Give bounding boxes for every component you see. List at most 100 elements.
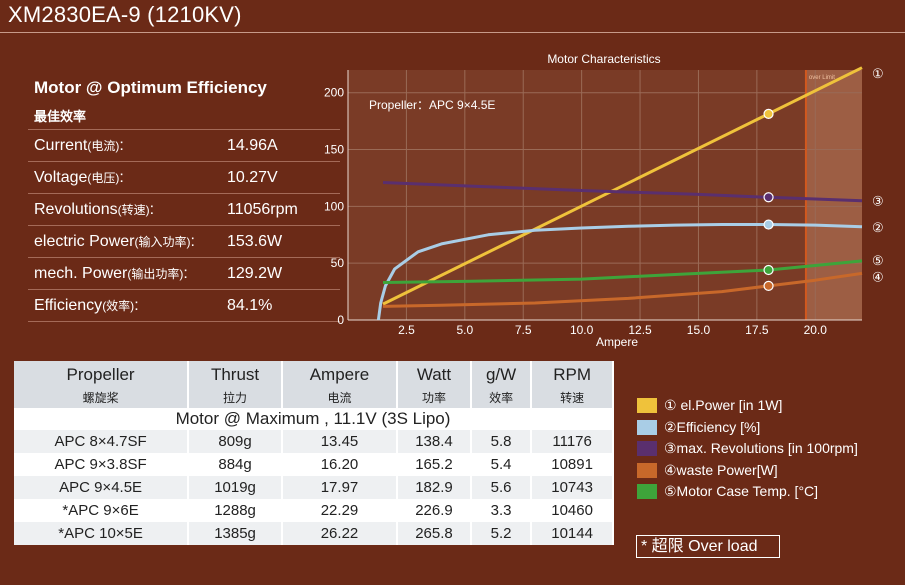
series-end-label-waste: ④ [872,269,884,284]
series-point-revolutions [763,192,774,203]
legend-label: ⑤Motor Case Temp. [°C] [664,483,819,500]
row-label: Voltage(电压): [34,168,124,186]
row-label: Efficiency(效率): [34,296,139,314]
row-value: 84.1% [227,296,273,314]
x-axis-label: Ampere [596,335,638,349]
cell: 10891 [531,453,614,476]
legend-label: ②Efficiency [%] [664,418,761,435]
legend-label: ③max. Revolutions [in 100rpm] [664,440,858,457]
cell: 1288g [188,499,283,522]
x-tick-label: 7.5 [515,323,532,337]
series-end-label-temp: ⑤ [872,253,884,268]
x-tick-label: 2.5 [398,323,415,337]
y-tick-label: 100 [324,199,344,213]
legend-item-power: ① el.Power [in 1W] [637,395,858,417]
row-value: 10.27V [227,168,278,186]
efficiency-row-current: Current(电流): 14.96A [28,129,340,161]
table-row: *APC 10×5E 1385g 26.22 265.8 5.2 10144 [14,522,614,545]
x-tick-label: 12.5 [628,323,652,337]
cell: 884g [188,453,283,476]
propeller-annotation: Propeller：APC 9×4.5E [369,98,495,112]
row-value: 11056rpm [227,200,298,218]
efficiency-heading-cn: 最佳效率 [34,109,87,124]
cell: 11176 [531,430,614,453]
legend-item-revolutions: ③max. Revolutions [in 100rpm] [637,438,858,460]
over-limit-zone [805,70,862,320]
series-end-label-revolutions: ③ [872,194,884,209]
y-tick-label: 150 [324,143,344,157]
series-point-waste [763,280,774,292]
efficiency-row-electric-power: electric Power(输入功率): 153.6W [28,225,340,257]
series-line-temp [382,259,863,284]
series-line-power [382,66,863,306]
col-propeller: Propeller 螺旋桨 [14,361,190,408]
cell: *APC 10×5E [14,522,190,545]
series-line-revolutions [382,181,863,203]
y-tick-label: 0 [337,313,344,327]
cell: 265.8 [397,522,472,545]
series-line-waste [382,271,863,308]
series-end-label-efficiency: ② [872,220,884,235]
table-subtitle-row: Motor @ Maximum , 11.1V (3S Lipo) [14,408,614,430]
cell: APC 8×4.7SF [14,430,190,453]
series-line-efficiency [376,223,863,321]
x-tick-label: 15.0 [687,323,711,337]
cell: 26.22 [281,522,399,545]
cell: APC 9×4.5E [14,476,190,499]
cell: 10144 [531,522,614,545]
row-label: mech. Power(输出功率): [34,264,188,282]
series-point-efficiency [763,219,774,230]
axes: 2.5 5.0 7.5 10.0 12.5 15.0 17.5 20.0 0 50 100 150 20… [324,70,862,337]
chart-title: Motor Characteristics [547,52,660,66]
cell: 138.4 [397,430,472,453]
table-row: *APC 9×6E 1288g 22.29 226.9 3.3 10460 [14,499,614,522]
legend-item-waste-power: ④waste Power[W] [637,460,858,482]
legend-swatch [637,398,657,414]
propeller-table: Propeller 螺旋桨 Thrust 拉力 Ampere 电流 Watt 功率 g/… [14,361,614,545]
cell: 10460 [531,499,614,522]
efficiency-row-efficiency: Efficiency(效率): 84.1% [28,289,340,322]
x-tick-label: 5.0 [456,323,473,337]
cell: 13.45 [281,430,399,453]
col-rpm: RPM 转速 [531,361,614,408]
efficiency-list: Current(电流): 14.96A Voltage(电压): 10.27V … [28,129,340,322]
cell: 1019g [188,476,283,499]
title-divider [0,32,905,33]
cell: *APC 9×6E [14,499,190,522]
over-limit-label: over Limit [809,75,835,81]
legend-swatch [637,462,657,478]
overload-note: * 超限 Over load [636,535,780,558]
cell: 1385g [188,522,283,545]
series-group: ① ② ③ ④⑤ [376,66,884,321]
cell: 5.8 [470,430,533,453]
page-title: XM2830EA-9 (1210KV) [8,2,242,27]
x-tick-label: 20.0 [804,323,828,337]
cell: 165.2 [397,453,472,476]
legend-swatch [637,441,657,457]
row-label: electric Power(输入功率): [34,232,195,250]
legend-item-case-temp: ⑤Motor Case Temp. [°C] [637,481,858,503]
cell: 22.29 [281,499,399,522]
cell: 10743 [531,476,614,499]
legend-swatch [637,484,657,500]
efficiency-heading: Motor @ Optimum Efficiency [34,78,267,97]
cell: 182.9 [397,476,472,499]
row-value: 129.2W [227,264,283,282]
cell: 226.9 [397,499,472,522]
table-subtitle: Motor @ Maximum , 11.1V (3S Lipo) [14,408,614,430]
legend-item-efficiency: ②Efficiency [%] [637,417,858,439]
legend-label: ④waste Power[W] [664,461,778,478]
cell: 16.20 [281,453,399,476]
series-end-label-power: ① [872,66,884,81]
chart-legend: ① el.Power [in 1W] ②Efficiency [%] ③max.… [637,395,858,503]
table-header-row: Propeller 螺旋桨 Thrust 拉力 Ampere 电流 Watt 功率 g/… [14,361,614,408]
table-row: APC 9×3.8SF 884g 16.20 165.2 5.4 10891 [14,453,614,476]
series-point-power [763,108,774,119]
col-watt: Watt 功率 [397,361,472,408]
motor-characteristics-chart: Motor Characteristics 2.5 5.0 7.5 10.0 12.5 1… [324,52,884,349]
col-ampere: Ampere 电流 [281,361,399,408]
cell: 5.2 [470,522,533,545]
row-label: Current(电流): [34,136,124,154]
efficiency-row-revolutions: Revolutions(转速): 11056rpm [28,193,340,225]
cell: APC 9×3.8SF [14,453,190,476]
